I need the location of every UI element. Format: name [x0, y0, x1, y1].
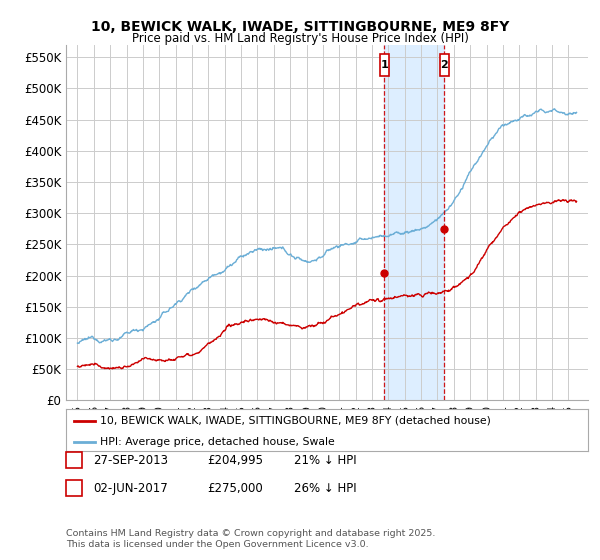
Text: 10, BEWICK WALK, IWADE, SITTINGBOURNE, ME9 8FY (detached house): 10, BEWICK WALK, IWADE, SITTINGBOURNE, M… — [100, 416, 491, 426]
Text: 1: 1 — [70, 455, 78, 465]
Text: 26% ↓ HPI: 26% ↓ HPI — [294, 482, 356, 495]
Text: Contains HM Land Registry data © Crown copyright and database right 2025.: Contains HM Land Registry data © Crown c… — [66, 529, 436, 538]
Text: £275,000: £275,000 — [207, 482, 263, 495]
Text: 1: 1 — [380, 60, 388, 70]
Text: 10, BEWICK WALK, IWADE, SITTINGBOURNE, ME9 8FY: 10, BEWICK WALK, IWADE, SITTINGBOURNE, M… — [91, 20, 509, 34]
Bar — [384, 45, 445, 400]
Bar — [440, 54, 449, 76]
Text: £204,995: £204,995 — [207, 454, 263, 467]
Text: 2: 2 — [70, 483, 78, 493]
Text: Price paid vs. HM Land Registry's House Price Index (HPI): Price paid vs. HM Land Registry's House … — [131, 32, 469, 45]
Text: 21% ↓ HPI: 21% ↓ HPI — [294, 454, 356, 467]
Text: HPI: Average price, detached house, Swale: HPI: Average price, detached house, Swal… — [100, 437, 335, 446]
Text: This data is licensed under the Open Government Licence v3.0.: This data is licensed under the Open Gov… — [66, 540, 368, 549]
Text: 02-JUN-2017: 02-JUN-2017 — [93, 482, 168, 495]
Bar — [380, 54, 389, 76]
Text: 2: 2 — [440, 60, 448, 70]
Text: 27-SEP-2013: 27-SEP-2013 — [93, 454, 168, 467]
